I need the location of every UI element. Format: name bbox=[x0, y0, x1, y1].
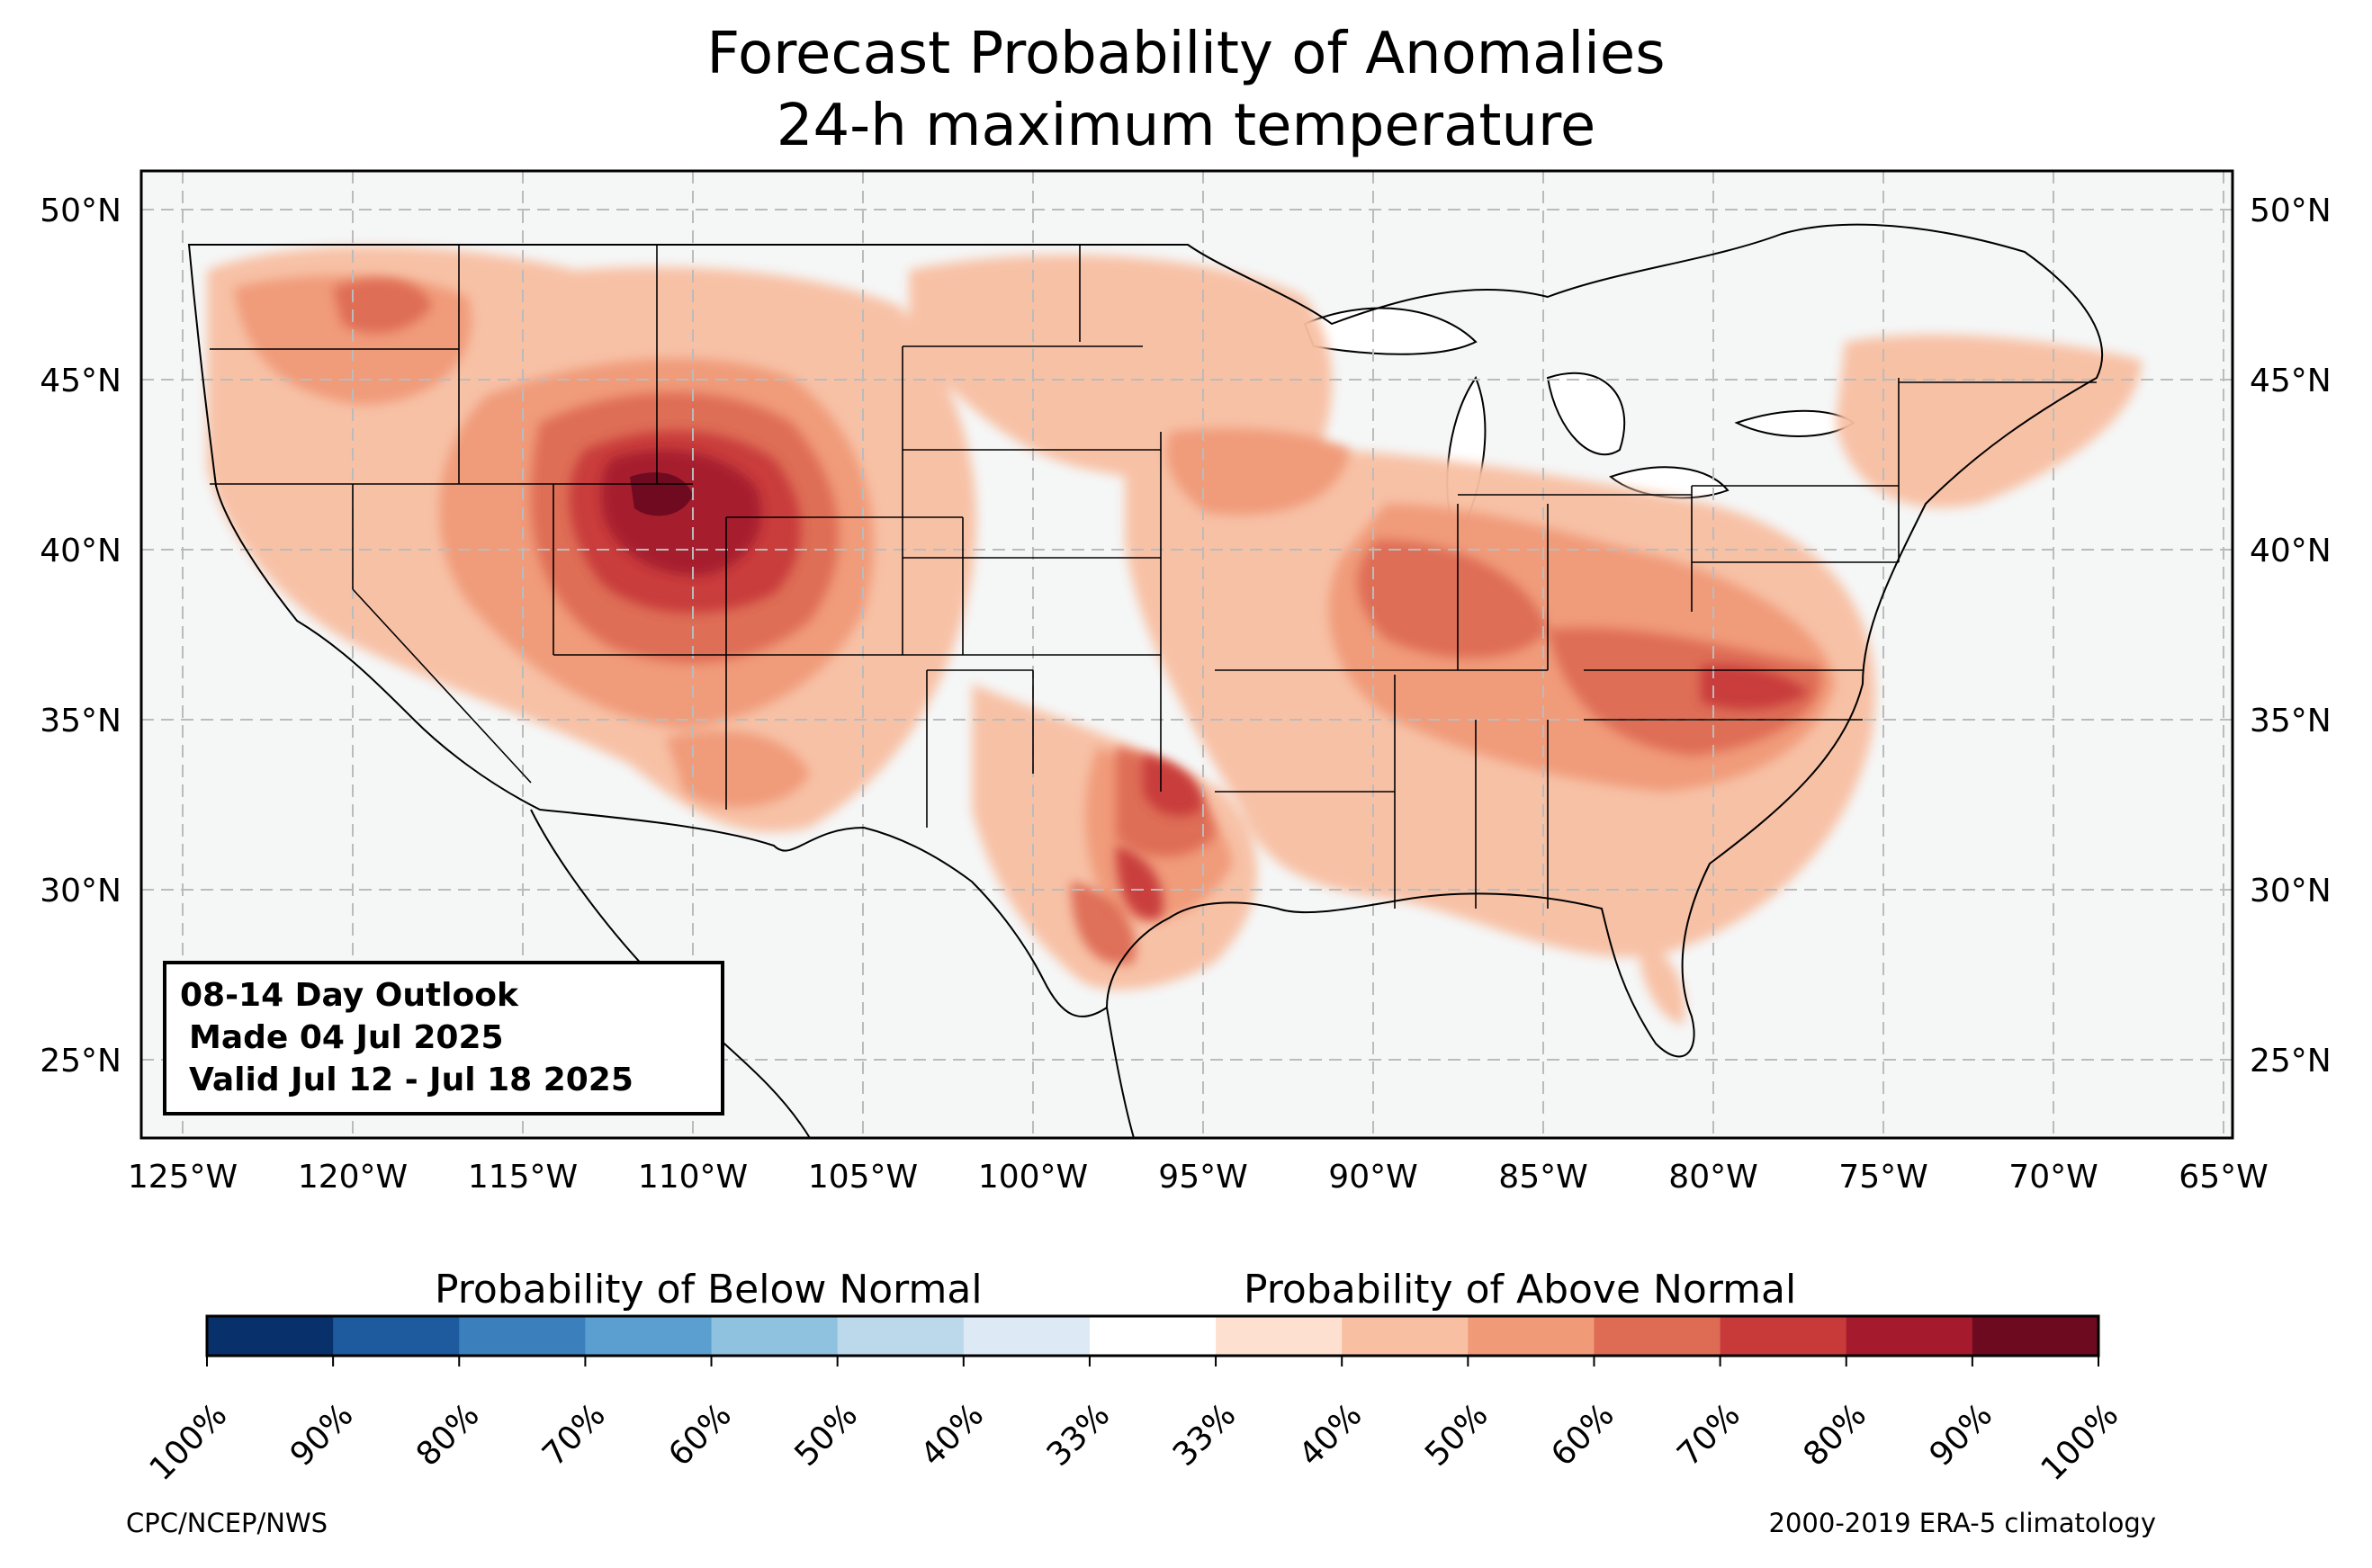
lat-label: 50°N bbox=[40, 193, 121, 229]
colorbar-tick-label: 100% bbox=[143, 1396, 235, 1488]
lon-label: 90°W bbox=[1328, 1159, 1417, 1196]
map-title-line1: Forecast Probability of Anomalies bbox=[706, 21, 1666, 87]
colorbar-segment bbox=[459, 1316, 586, 1356]
outlook-valid-dates: Valid Jul 12 - Jul 18 2025 bbox=[189, 1062, 633, 1098]
colorbar-segment bbox=[585, 1316, 713, 1356]
outlook-period: 08-14 Day Outlook bbox=[180, 977, 519, 1014]
outlook-info-box: 08-14 Day Outlook Made 04 Jul 2025 Valid… bbox=[163, 961, 724, 1116]
lat-label: 30°N bbox=[40, 873, 121, 909]
colorbar-tick-label: 80% bbox=[1797, 1396, 1874, 1474]
footer-climatology: 2000-2019 ERA-5 climatology bbox=[1768, 1508, 2156, 1538]
colorbar-border bbox=[205, 1314, 2100, 1357]
colorbar-segment bbox=[1089, 1316, 1217, 1356]
colorbar-tick-labels: 100% 90% 80% 70% 60% 50% 40% 33% 33% 40% 50% 60% 70%… bbox=[143, 1356, 2126, 1488]
colorbar-tick-label: 33% bbox=[1040, 1396, 1118, 1474]
colorbar-segment bbox=[1972, 1316, 2099, 1356]
colorbar-tick-label: 70% bbox=[1670, 1396, 1748, 1474]
state-borders bbox=[210, 245, 2097, 909]
lat-label: 30°N bbox=[2250, 873, 2332, 909]
map-title-line2: 24-h maximum temperature bbox=[776, 93, 1596, 159]
below-normal-label: Probability of Below Normal bbox=[435, 1267, 983, 1313]
colorbar-segment bbox=[963, 1316, 1091, 1356]
outlook-made-date: Made 04 Jul 2025 bbox=[189, 1019, 504, 1056]
lon-label: 105°W bbox=[808, 1159, 918, 1196]
colorbar-segment bbox=[333, 1316, 460, 1356]
colorbar-tick-label: 50% bbox=[787, 1396, 865, 1474]
colorbar-tick-label: 60% bbox=[1544, 1396, 1622, 1474]
lon-label: 100°W bbox=[978, 1159, 1088, 1196]
lon-label: 70°W bbox=[2008, 1159, 2098, 1196]
lon-label: 65°W bbox=[2179, 1159, 2268, 1196]
above-normal-label: Probability of Above Normal bbox=[1244, 1267, 1797, 1313]
colorbar-tick-label: 60% bbox=[661, 1396, 739, 1474]
colorbar-tick-label: 80% bbox=[409, 1396, 487, 1474]
map-frame bbox=[139, 169, 2234, 1140]
lat-label: 25°N bbox=[40, 1043, 121, 1080]
probability-colorbar bbox=[205, 1314, 2100, 1357]
colorbar-tick-label: 90% bbox=[1923, 1396, 2000, 1474]
colorbar-tick-label: 40% bbox=[914, 1396, 992, 1474]
footer-credit: CPC/NCEP/NWS bbox=[126, 1508, 328, 1538]
colorbar-tick-label: 50% bbox=[1418, 1396, 1496, 1474]
longitude-labels: 125°W 120°W 115°W 110°W 105°W 100°W 95°W… bbox=[128, 1159, 2269, 1196]
lon-label: 125°W bbox=[128, 1159, 238, 1196]
colorbar-segment bbox=[711, 1316, 839, 1356]
colorbar-tick-label: 70% bbox=[535, 1396, 613, 1474]
colorbar-tick-label: 90% bbox=[283, 1396, 361, 1474]
lat-label: 35°N bbox=[2250, 703, 2332, 739]
lon-label: 110°W bbox=[638, 1159, 748, 1196]
colorbar-segment bbox=[1216, 1316, 1343, 1356]
lat-label: 35°N bbox=[40, 703, 121, 739]
colorbar-tick-label: 100% bbox=[2035, 1396, 2126, 1488]
lon-label: 95°W bbox=[1158, 1159, 1247, 1196]
lat-label: 45°N bbox=[2250, 363, 2332, 399]
colorbar-segment bbox=[1846, 1316, 1973, 1356]
lat-label: 40°N bbox=[2250, 533, 2332, 569]
lon-label: 80°W bbox=[1668, 1159, 1757, 1196]
lon-label: 75°W bbox=[1838, 1159, 1927, 1196]
colorbar-tick-label: 33% bbox=[1166, 1396, 1244, 1474]
lon-label: 85°W bbox=[1498, 1159, 1587, 1196]
colorbar-segment bbox=[1342, 1316, 1469, 1356]
lon-label: 120°W bbox=[298, 1159, 408, 1196]
colorbar-segment bbox=[207, 1316, 334, 1356]
colorbar-segment bbox=[837, 1316, 965, 1356]
lat-label: 25°N bbox=[2250, 1043, 2332, 1080]
colorbar-tick-label: 40% bbox=[1292, 1396, 1370, 1474]
lat-label: 50°N bbox=[2250, 193, 2332, 229]
colorbar-segment bbox=[1468, 1316, 1595, 1356]
colorbar-segment bbox=[1594, 1316, 1721, 1356]
latitude-labels-left: 50°N 45°N 40°N 35°N 30°N 25°N bbox=[40, 193, 121, 1080]
lat-label: 45°N bbox=[40, 363, 121, 399]
colorbar-segment bbox=[1720, 1316, 1847, 1356]
latitude-labels-right: 50°N 45°N 40°N 35°N 30°N 25°N bbox=[2250, 193, 2332, 1080]
lat-label: 40°N bbox=[40, 533, 121, 569]
lon-label: 115°W bbox=[468, 1159, 578, 1196]
